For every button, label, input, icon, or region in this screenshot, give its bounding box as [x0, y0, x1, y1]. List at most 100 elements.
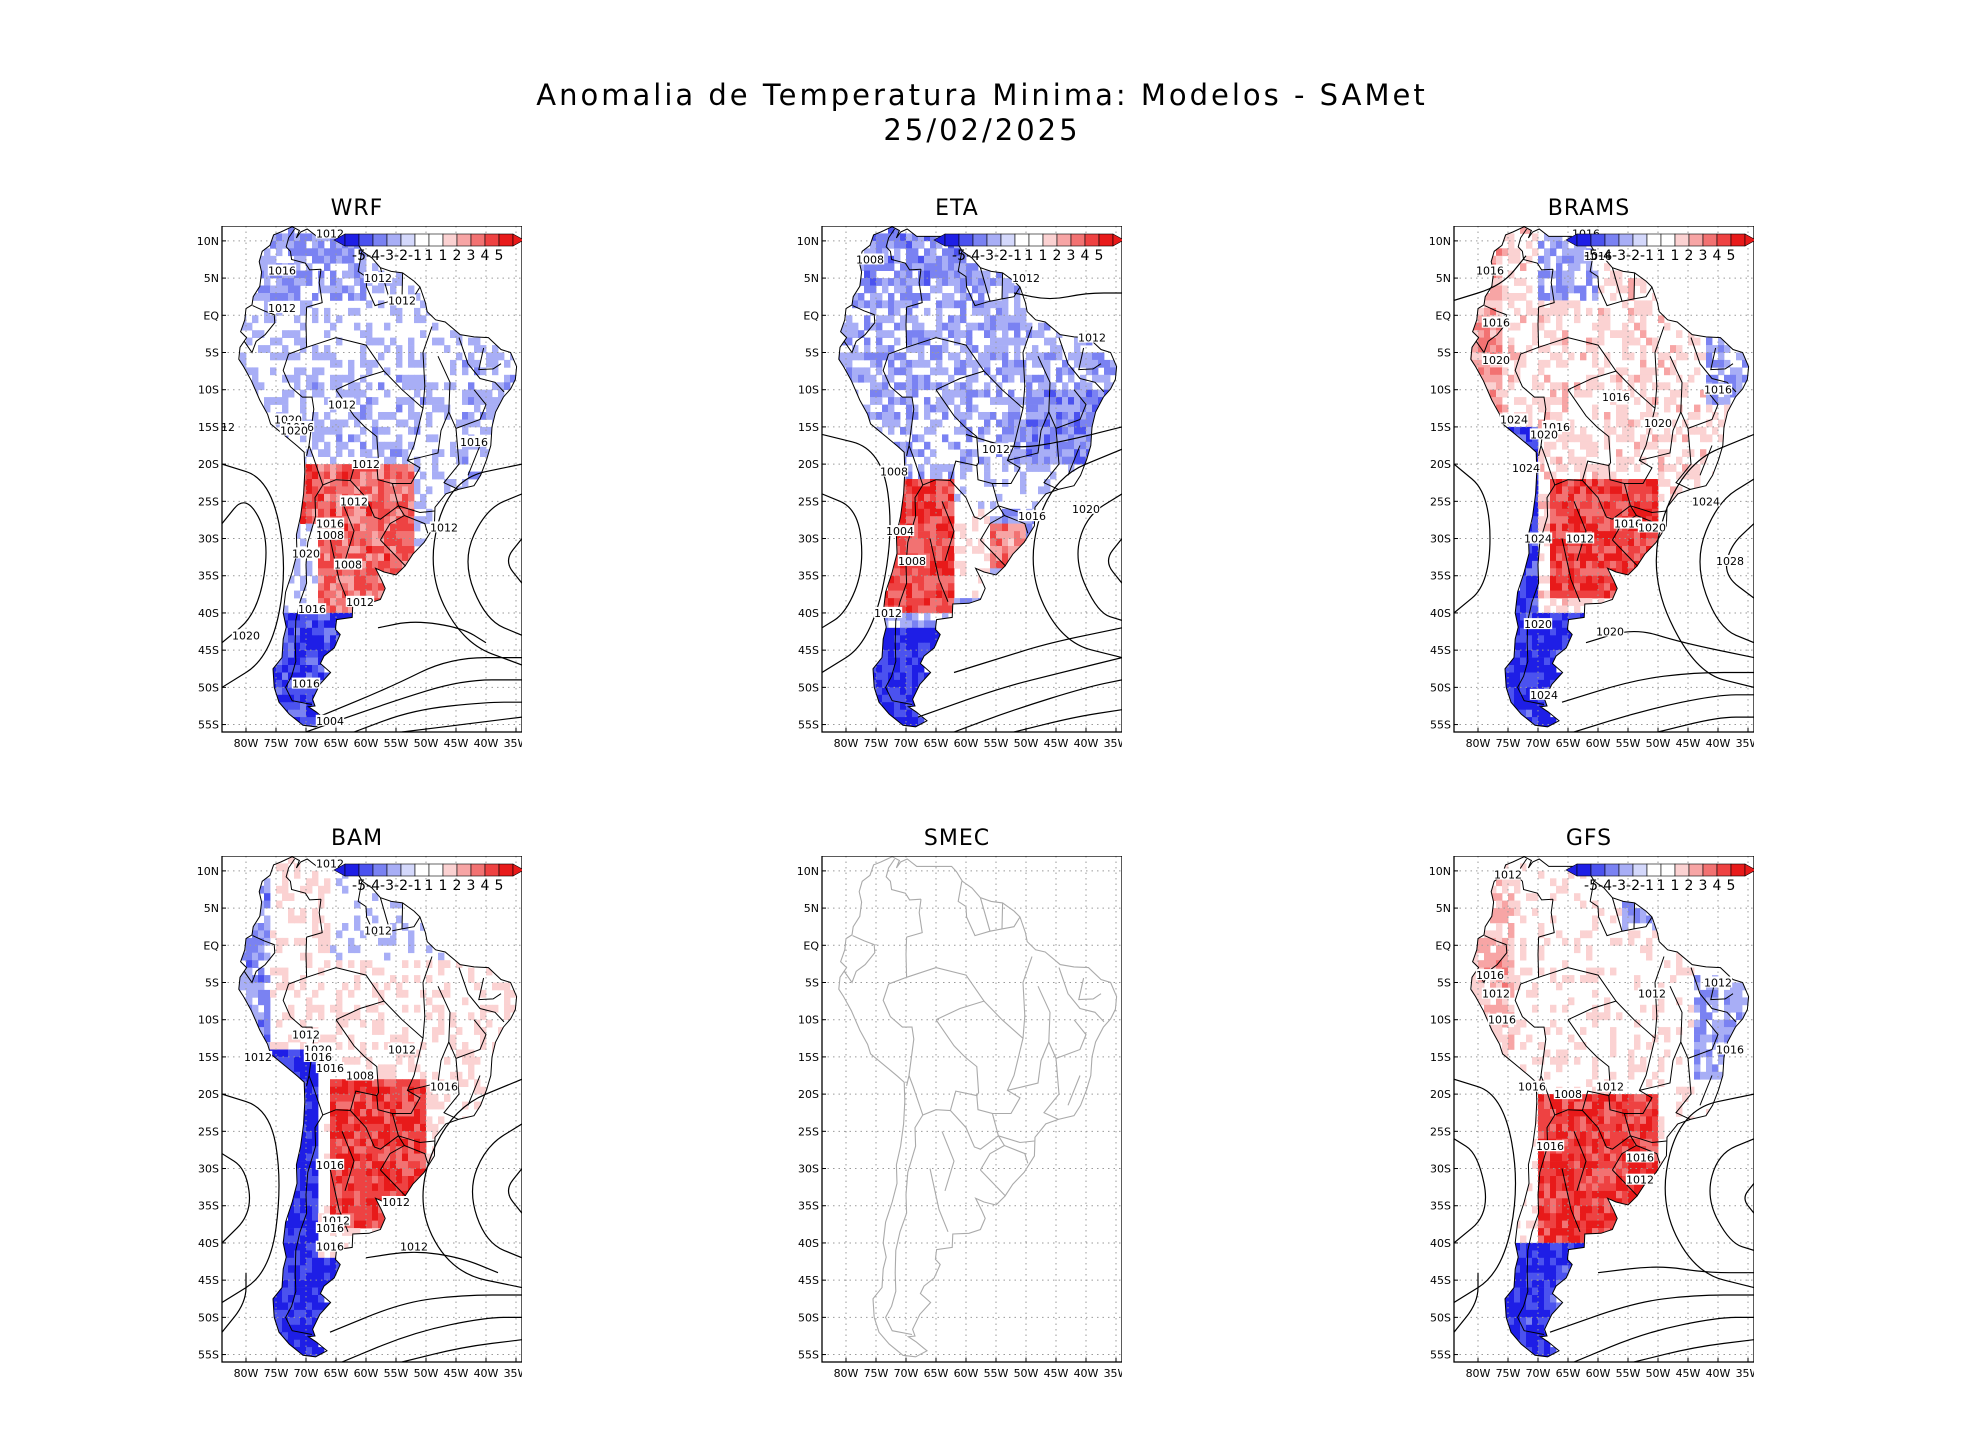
anomaly-cell [900, 270, 907, 279]
anomaly-cell [366, 523, 373, 532]
anomaly-cell [342, 1168, 349, 1177]
anomaly-cell [336, 486, 343, 495]
anomaly-cell [972, 374, 979, 383]
anomaly-cell [1628, 508, 1635, 517]
lat-tick-label: 50S [198, 681, 219, 694]
anomaly-cell [1092, 389, 1099, 398]
anomaly-cell [1544, 471, 1551, 480]
anomaly-cell [408, 397, 415, 405]
anomaly-cell [1044, 374, 1051, 383]
anomaly-cell [318, 367, 325, 376]
anomaly-cell [1592, 285, 1599, 294]
contour-label: 1008 [898, 555, 926, 568]
colorbar-swatch [1730, 233, 1746, 247]
anomaly-cell [906, 233, 913, 242]
anomaly-cell [264, 404, 271, 413]
anomaly-cell [1532, 575, 1539, 584]
anomaly-cell [1496, 255, 1503, 264]
anomaly-cell [366, 337, 373, 346]
anomaly-cell [888, 412, 895, 420]
anomaly-cell [402, 975, 409, 983]
anomaly-cell [324, 1034, 331, 1043]
contour-label: 1012 [388, 1044, 416, 1057]
anomaly-cell [288, 679, 295, 688]
anomaly-cell [1628, 553, 1635, 562]
anomaly-cell [1044, 486, 1051, 495]
anomaly-cell [426, 419, 433, 428]
anomaly-cell [1622, 352, 1629, 361]
anomaly-cell [276, 285, 283, 294]
anomaly-cell [936, 345, 943, 353]
contour-labels: 1012101210161012101210121020101610201012… [220, 227, 489, 728]
anomaly-cell [1646, 531, 1653, 539]
contour-label-bg [981, 443, 1011, 455]
anomaly-cell [888, 419, 895, 428]
anomaly-cell [1080, 419, 1087, 428]
anomaly-cell [420, 1123, 427, 1132]
anomaly-cell [960, 426, 967, 435]
anomaly-cell [246, 337, 253, 346]
anomaly-cell [402, 1004, 409, 1013]
panel-title: BRAMS [1547, 196, 1631, 221]
anomaly-cell [1502, 404, 1509, 413]
anomaly-cell [1616, 285, 1623, 294]
anomaly-cell [258, 930, 265, 939]
anomaly-cell [342, 1123, 349, 1132]
anomaly-cell [270, 285, 277, 294]
anomaly-cell [336, 441, 343, 450]
anomaly-cell [372, 575, 379, 584]
anomaly-cell [366, 1161, 373, 1169]
anomaly-cell [1604, 434, 1611, 443]
anomaly-cell [1562, 248, 1569, 257]
anomaly-cell [312, 635, 319, 644]
anomaly-cell [912, 620, 919, 629]
colorbar-label: 2 [453, 878, 462, 894]
anomaly-cell [1526, 419, 1533, 428]
anomaly-cell [312, 1101, 319, 1110]
anomaly-cell [360, 1049, 367, 1058]
anomaly-cell [1592, 531, 1599, 539]
anomaly-cell [840, 322, 847, 331]
anomaly-cell [354, 1123, 361, 1132]
contour-label-bg [303, 1043, 333, 1055]
anomaly-cell [894, 627, 901, 636]
contour-label-bg [279, 424, 309, 436]
anomaly-cell [1562, 382, 1569, 391]
anomaly-cell [1586, 278, 1593, 286]
anomaly-cell [426, 1101, 433, 1110]
anomaly-cell [984, 382, 991, 391]
anomaly-cell [990, 516, 997, 524]
anomaly-cell [378, 486, 385, 495]
anomaly-cell [450, 367, 457, 376]
anomaly-cell [1664, 426, 1671, 435]
anomaly-cell [912, 434, 919, 443]
anomaly-cell [390, 501, 397, 510]
anomaly-cell [492, 352, 499, 361]
anomaly-cell [1712, 426, 1719, 435]
contour-label: 1016 [460, 436, 488, 449]
anomaly-cell [348, 937, 355, 946]
anomaly-cell [1026, 322, 1033, 331]
anomaly-cell [288, 1012, 295, 1021]
anomaly-cell [1496, 285, 1503, 294]
anomaly-cell [1520, 679, 1527, 688]
anomaly-cell [330, 270, 337, 279]
anomaly-cell [870, 359, 877, 368]
anomaly-cell [906, 508, 913, 517]
anomaly-cell [330, 352, 337, 361]
anomaly-cell [906, 672, 913, 681]
anomaly-cell [1014, 345, 1021, 353]
anomaly-cell [894, 679, 901, 688]
anomaly-cell [288, 642, 295, 651]
anomaly-cell [1622, 508, 1629, 517]
contour-label: 1008 [346, 1070, 374, 1083]
anomaly-cell [360, 523, 367, 532]
anomaly-cell [1532, 330, 1539, 338]
anomaly-cell [1574, 598, 1581, 606]
anomaly-cell [474, 367, 481, 376]
anomaly-cell [396, 1101, 403, 1110]
contour-label-bg [1541, 420, 1571, 432]
country-border [929, 538, 949, 602]
anomaly-cell [900, 650, 907, 658]
anomaly-cell [1556, 263, 1563, 271]
